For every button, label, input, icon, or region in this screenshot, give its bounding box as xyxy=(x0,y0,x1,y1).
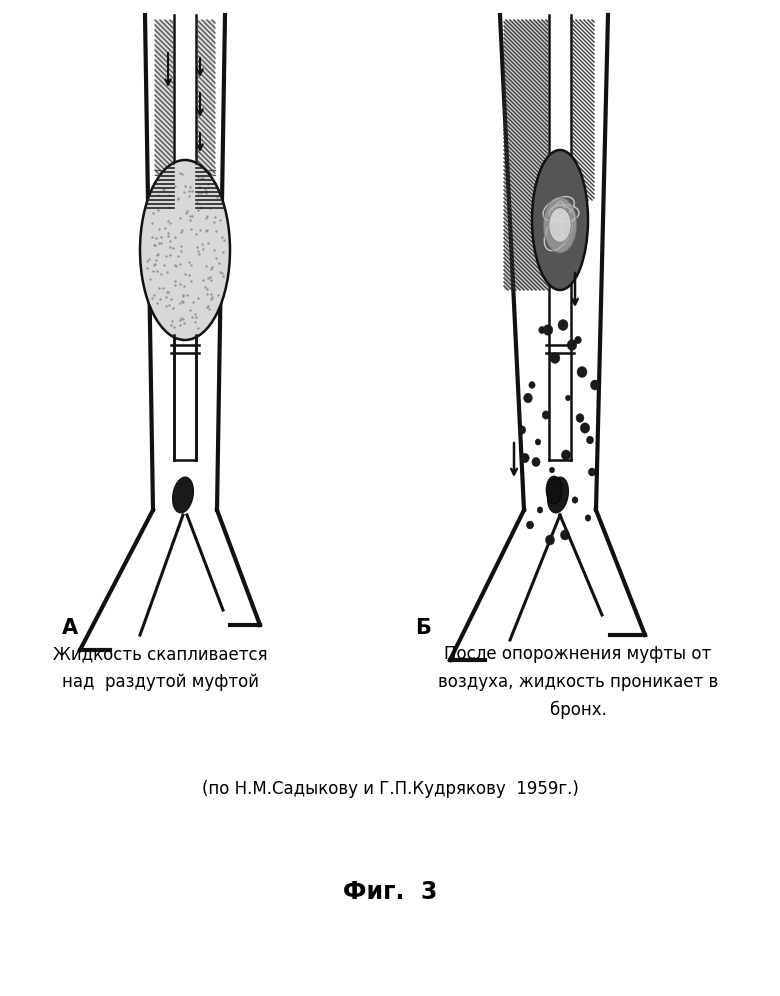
Ellipse shape xyxy=(544,326,552,335)
Ellipse shape xyxy=(518,425,527,435)
Polygon shape xyxy=(197,20,215,175)
Ellipse shape xyxy=(541,409,551,420)
Ellipse shape xyxy=(534,438,541,446)
Text: воздуха, жидкость проникает в: воздуха, жидкость проникает в xyxy=(438,673,718,691)
Ellipse shape xyxy=(549,207,571,242)
Ellipse shape xyxy=(546,476,562,504)
Ellipse shape xyxy=(586,435,594,445)
Ellipse shape xyxy=(172,477,193,513)
Ellipse shape xyxy=(588,468,596,476)
Ellipse shape xyxy=(140,160,230,340)
Text: А: А xyxy=(62,618,78,638)
Ellipse shape xyxy=(560,322,566,329)
Ellipse shape xyxy=(532,150,588,290)
Ellipse shape xyxy=(546,536,554,545)
Ellipse shape xyxy=(522,455,528,461)
Ellipse shape xyxy=(580,370,584,374)
Ellipse shape xyxy=(568,341,576,350)
Ellipse shape xyxy=(543,197,576,253)
Text: над  раздутой муфтой: над раздутой муфтой xyxy=(62,673,258,691)
Polygon shape xyxy=(504,20,548,290)
Ellipse shape xyxy=(553,485,562,495)
Text: Б: Б xyxy=(415,618,431,638)
Text: Фиг.  3: Фиг. 3 xyxy=(343,880,437,904)
Ellipse shape xyxy=(537,507,543,513)
Ellipse shape xyxy=(572,496,579,504)
Text: После опорожнения муфты от: После опорожнения муфты от xyxy=(445,645,711,663)
Ellipse shape xyxy=(585,515,591,521)
Ellipse shape xyxy=(591,381,598,389)
Ellipse shape xyxy=(550,353,560,364)
Ellipse shape xyxy=(576,413,584,422)
Polygon shape xyxy=(155,20,173,175)
Text: бронх.: бронх. xyxy=(550,701,606,719)
Ellipse shape xyxy=(564,393,573,402)
Ellipse shape xyxy=(528,380,536,389)
Ellipse shape xyxy=(524,393,532,402)
Text: Жидкость скапливается: Жидкость скапливается xyxy=(53,645,268,663)
Ellipse shape xyxy=(539,327,545,334)
Ellipse shape xyxy=(534,459,539,465)
Ellipse shape xyxy=(548,466,555,474)
Ellipse shape xyxy=(581,423,589,432)
Ellipse shape xyxy=(560,530,570,541)
Ellipse shape xyxy=(525,520,535,530)
Ellipse shape xyxy=(573,335,583,346)
Text: (по Н.М.Садыкову и Г.П.Кудрякову  1959г.): (по Н.М.Садыкову и Г.П.Кудрякову 1959г.) xyxy=(201,780,579,798)
Ellipse shape xyxy=(562,451,569,459)
Ellipse shape xyxy=(548,477,569,513)
